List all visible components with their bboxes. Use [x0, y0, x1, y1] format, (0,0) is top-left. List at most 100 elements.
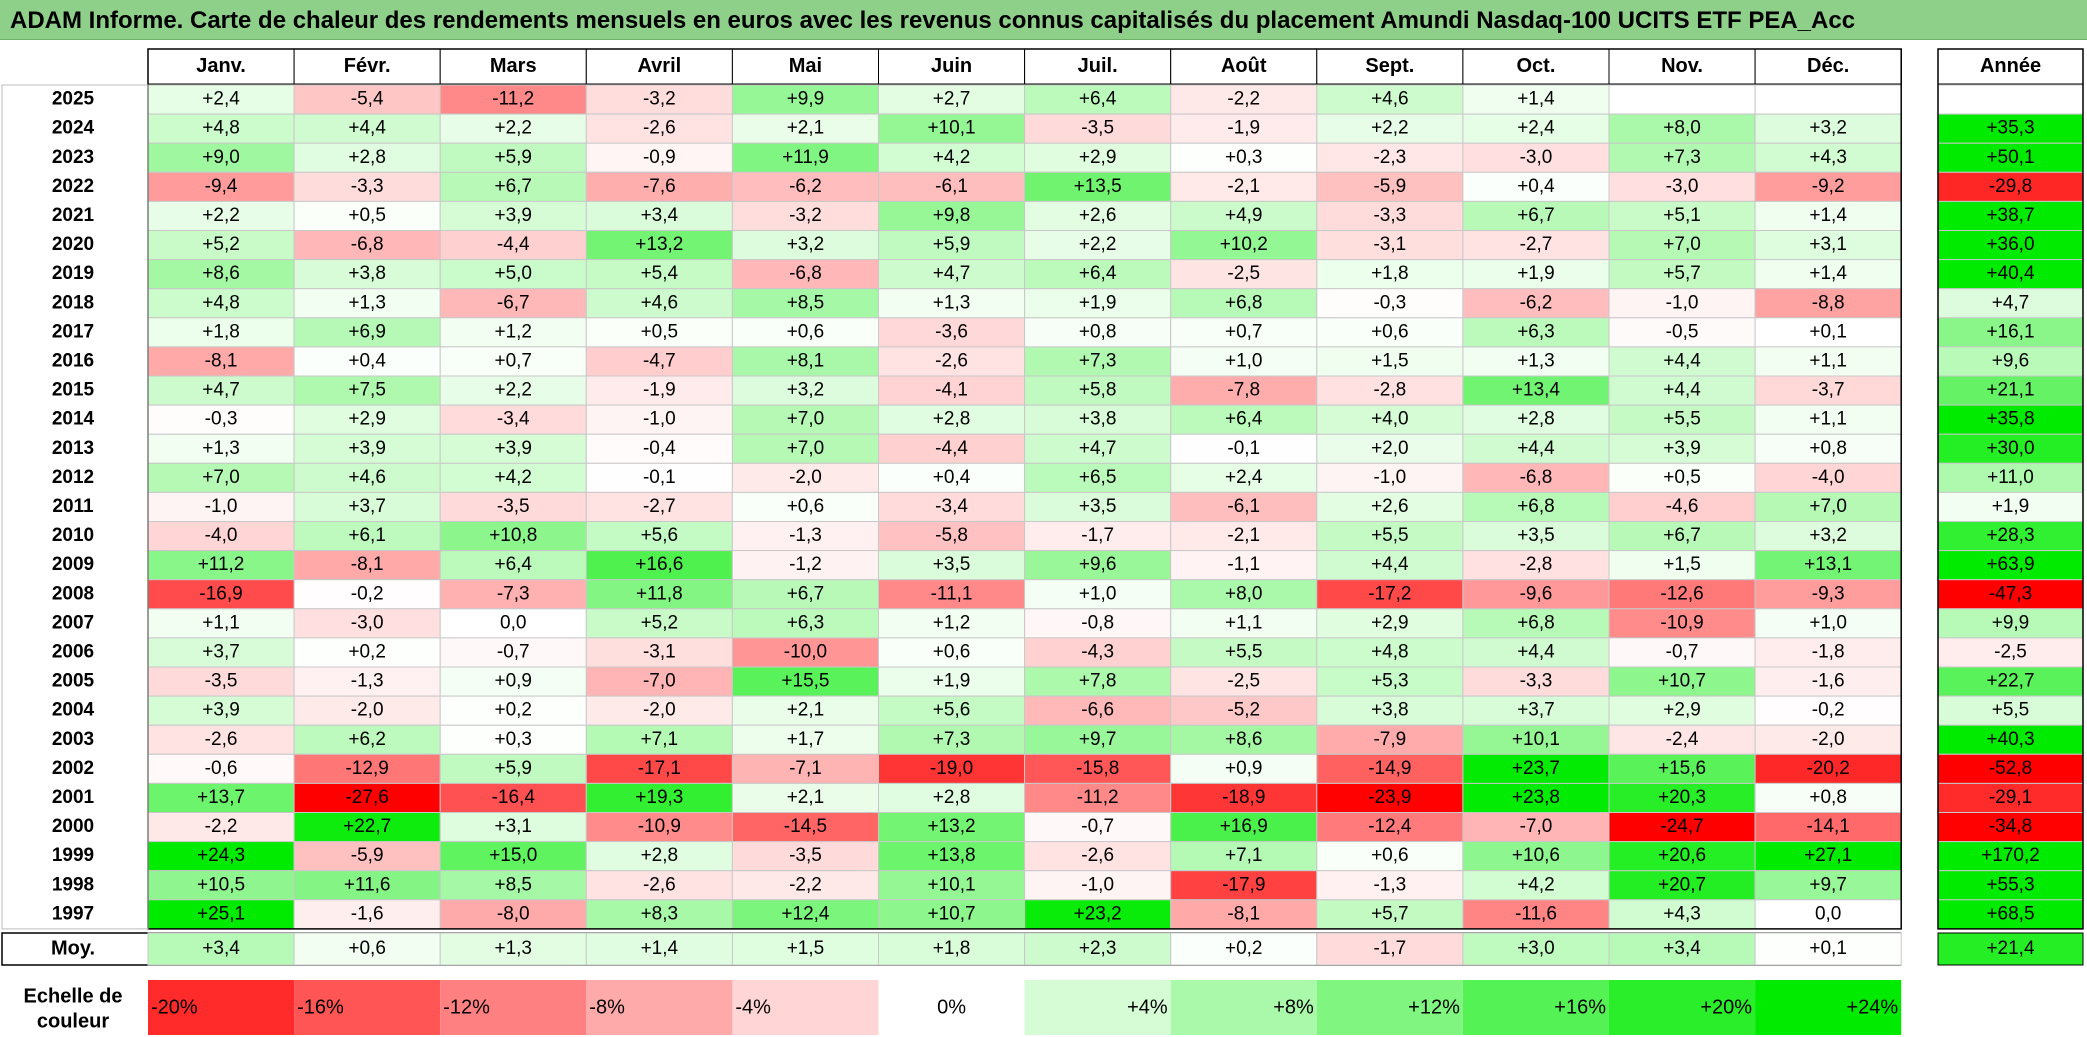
average-cell [1754, 932, 1902, 966]
heatmap-cell [878, 666, 1026, 697]
heatmap-cell-value: +1,4 [1809, 205, 1847, 226]
heatmap-cell-value: +9,7 [1079, 729, 1117, 750]
heatmap-cell [585, 491, 733, 522]
annual-cell-value: +68,5 [1986, 903, 2034, 924]
heatmap-cell [1462, 491, 1610, 522]
heatmap-cell [878, 782, 1026, 814]
annual-cell-value: +16,1 [1986, 321, 2034, 342]
heatmap-cell-value: +0,4 [933, 467, 971, 488]
heatmap-cell-value: +3,2 [1809, 118, 1847, 139]
heatmap-cell [1170, 608, 1318, 639]
annual-cell-value: +38,7 [1986, 205, 2034, 226]
heatmap-cell-value: +4,4 [1517, 438, 1555, 459]
heatmap-cell [1024, 550, 1172, 581]
heatmap-cell-value: -14,1 [1806, 816, 1849, 837]
heatmap-cell-value: -6,2 [1520, 292, 1553, 313]
annual-cell-value: +40,3 [1986, 729, 2034, 750]
heatmap-cell-value: +6,7 [1517, 205, 1555, 226]
heatmap-cell [293, 200, 441, 231]
heatmap-cell-value: -7,8 [1227, 380, 1260, 401]
heatmap-cell-value: +6,9 [348, 321, 386, 342]
heatmap-cell-value: +6,4 [1079, 263, 1117, 284]
heatmap-cell [878, 142, 1026, 173]
heatmap-cell-value: -2,0 [351, 700, 384, 721]
heatmap-cell [1462, 433, 1610, 464]
heatmap-cell-value: +9,0 [202, 147, 240, 168]
heatmap-cell [1316, 375, 1464, 406]
heatmap-cell [878, 113, 1026, 144]
heatmap-cell [1170, 346, 1318, 377]
heatmap-cell-value: -11,2 [492, 89, 534, 110]
average-cell [585, 932, 733, 966]
heatmap-cell [731, 346, 880, 377]
heatmap-cell [439, 84, 587, 115]
heatmap-cell-value: +4,3 [1663, 903, 1701, 924]
heatmap-cell-value: -3,6 [935, 321, 968, 342]
heatmap-cell-value: +0,1 [1809, 321, 1847, 342]
heatmap-cell-value: -3,1 [643, 641, 676, 662]
heatmap-cell [878, 753, 1026, 784]
heatmap-cell-value: +4,8 [202, 292, 240, 313]
heatmap-cell-value: +0,6 [787, 496, 825, 517]
heatmap-cell-value: +5,5 [1371, 525, 1409, 546]
row-year-label: 2019 [52, 263, 94, 284]
heatmap-cell-value: -2,6 [1081, 845, 1114, 866]
heatmap-cell-value: +9,8 [933, 205, 971, 226]
heatmap-cell [439, 870, 587, 901]
heatmap-cell-value: -0,9 [643, 147, 676, 168]
month-header-cell [1608, 48, 1756, 85]
month-header-label: Janv. [196, 55, 246, 77]
heatmap-cell-value: +2,9 [1371, 612, 1409, 633]
heatmap-cell-value: +2,4 [1225, 467, 1263, 488]
heatmap-cell [878, 899, 1026, 930]
heatmap-cell-value: +3,2 [787, 380, 825, 401]
heatmap-cell-value: +5,9 [494, 147, 532, 168]
heatmap-cell [585, 200, 733, 231]
heatmap-cell-value: +7,8 [1079, 671, 1117, 692]
heatmap-cell [1608, 375, 1756, 406]
row-year-label: 1999 [52, 845, 94, 866]
heatmap-cell-value: +3,9 [348, 438, 386, 459]
heatmap-cell-value: -4,0 [1812, 467, 1845, 488]
heatmap-cell-value: +13,1 [1804, 554, 1852, 575]
annual-cell [1937, 637, 2084, 668]
heatmap-cell-value: +1,4 [1517, 89, 1555, 110]
heatmap-cell-value: -0,3 [1373, 292, 1406, 313]
heatmap-cell-value: +3,9 [202, 700, 240, 721]
heatmap-cell-value: +3,1 [1809, 234, 1847, 255]
color-scale-stop-label: -16% [297, 996, 344, 1018]
heatmap-cell [439, 317, 587, 348]
heatmap-cell [439, 608, 587, 639]
row-year-label: 2017 [52, 321, 94, 342]
heatmap-cell [293, 841, 441, 872]
heatmap-cell-value: -17,9 [1222, 874, 1265, 895]
heatmap-cell [585, 579, 733, 610]
heatmap-cell-value: -2,5 [1227, 671, 1260, 692]
annual-cell-value: -47,3 [1989, 583, 2032, 604]
heatmap-cell [585, 753, 733, 784]
heatmap-cell-value: +0,5 [641, 321, 679, 342]
heatmap-cell [731, 84, 880, 115]
color-scale-swatch [732, 980, 879, 1035]
annual-cell-value: -2,5 [1994, 641, 2027, 662]
heatmap-cell-value: -8,1 [351, 554, 384, 575]
heatmap-cell [585, 724, 733, 755]
heatmap-cell-value: +3,5 [933, 554, 971, 575]
heatmap-cell-value: +2,8 [348, 147, 386, 168]
heatmap-cell [1754, 637, 1902, 668]
heatmap-cell-value: +1,9 [1079, 292, 1117, 313]
year-header-cell [1937, 48, 2084, 85]
heatmap-cell [1608, 433, 1756, 464]
heatmap-cell [1754, 724, 1902, 755]
color-scale-stop-label: -20% [151, 996, 198, 1018]
heatmap-cell-value: +2,8 [641, 845, 679, 866]
heatmap-cell-value: +11,9 [782, 147, 829, 168]
annual-cell-value: +9,6 [1992, 350, 2030, 371]
average-annual-value: +21,4 [1986, 938, 2035, 959]
heatmap-cell-value: +8,3 [641, 903, 679, 924]
heatmap-cell-value: +0,6 [787, 321, 825, 342]
heatmap-cell [1608, 113, 1756, 144]
row-year-label: 2011 [52, 496, 94, 517]
heatmap-cell-value: +0,2 [348, 641, 386, 662]
heatmap-cell-value: +0,6 [1371, 845, 1409, 866]
